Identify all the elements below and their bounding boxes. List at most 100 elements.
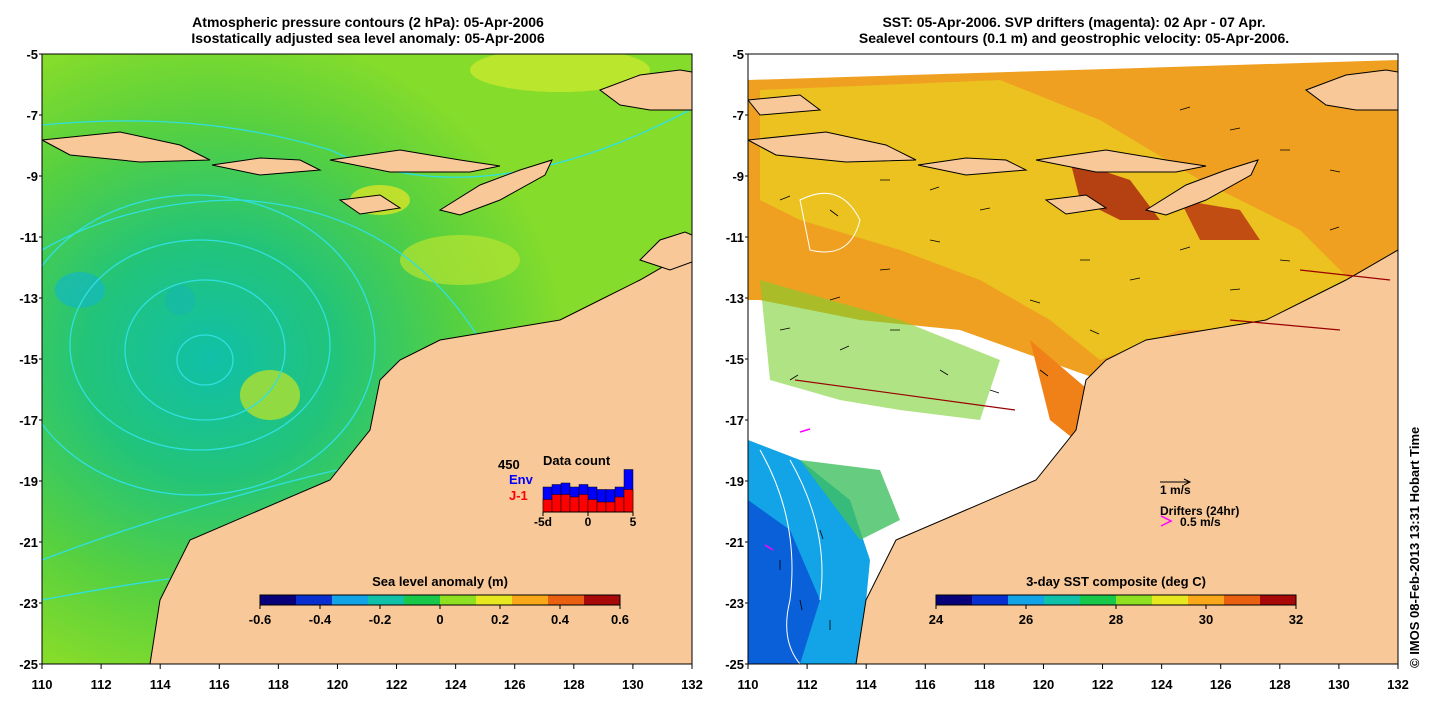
right-colorbar-tick-label: 24 [929, 612, 944, 627]
legend-j1-label: J-1 [509, 488, 528, 503]
left-lat-tick-label: -19 [19, 474, 38, 489]
right-colorbar-tick-label: 26 [1019, 612, 1033, 627]
left-lon-tick-label: 112 [91, 677, 112, 692]
right-colorbar-tick-label: 28 [1109, 612, 1123, 627]
right-lat-tick-label: -11 [726, 230, 744, 245]
velocity-scale-arrow [1160, 478, 1192, 486]
right-colorbar-swatch [1116, 595, 1153, 605]
left-title-line2: Isostatically adjusted sea level anomaly… [191, 30, 545, 46]
data-count-j1-bar [614, 496, 625, 513]
right-lon-tick-label: 116 [915, 677, 936, 692]
right-lon-tick-label: 124 [1151, 677, 1173, 692]
left-colorbar-swatch [404, 595, 441, 605]
right-lat-tick-label: -15 [725, 352, 744, 367]
data-count-chart: -5d 0 5 [534, 469, 637, 529]
credit-text: © IMOS 08-Feb-2013 13:31 Hobart Time [1407, 426, 1422, 668]
right-lon-tick-label: 118 [974, 677, 995, 692]
left-colorbar-tick-label: -0.6 [249, 612, 271, 627]
data-count-tick-label: 0 [585, 515, 592, 529]
left-colorbar-swatch [548, 595, 585, 605]
left-lon-tick-label: 114 [150, 677, 172, 692]
right-colorbar: 24 26 28 30 32 [929, 594, 1303, 627]
right-lon-tick-label: 120 [1033, 677, 1055, 692]
right-lat-tick-label: -7 [732, 108, 744, 123]
left-lat-tick-label: -9 [26, 169, 38, 184]
velocity-scale-label: 1 m/s [1160, 483, 1191, 497]
right-colorbar-tick-label: 30 [1199, 612, 1213, 627]
right-colorbar-swatch [1188, 595, 1225, 605]
data-count-j1-bar [569, 496, 580, 513]
left-lat-tick-label: -7 [26, 108, 38, 123]
data-count-j1-bar [587, 499, 598, 513]
left-colorbar-swatch [584, 595, 621, 605]
left-lon-tick-label: 122 [386, 677, 408, 692]
left-lon-tick-label: 120 [327, 677, 349, 692]
data-count-title: Data count [543, 453, 611, 468]
left-colorbar: -0.6 -0.4 -0.2 0 0.2 0.4 0.6 [249, 594, 629, 627]
left-colorbar-tick-label: -0.4 [309, 612, 332, 627]
right-lat-tick-label: -5 [732, 47, 744, 62]
right-colorbar-swatch [1080, 595, 1117, 605]
data-count-j1-bar [623, 489, 634, 513]
left-colorbar-swatch [512, 595, 549, 605]
right-colorbar-swatch [1152, 595, 1189, 605]
drifter-speed-label: 0.5 m/s [1180, 515, 1221, 529]
right-lat-tick-label: -13 [725, 291, 744, 306]
data-count-max: 450 [498, 457, 520, 472]
right-lon-tick-label: 114 [856, 677, 878, 692]
right-colorbar-swatch [1224, 595, 1261, 605]
left-title-line1: Atmospheric pressure contours (2 hPa): 0… [192, 14, 544, 30]
right-colorbar-swatch [1008, 595, 1045, 605]
left-colorbar-swatch [440, 595, 477, 605]
right-lon-tick-label: 128 [1269, 677, 1291, 692]
legend-env-label: Env [509, 472, 533, 487]
left-colorbar-tick-label: 0.2 [491, 612, 509, 627]
right-lon-tick-label: 130 [1328, 677, 1350, 692]
left-colorbar-swatch [296, 595, 333, 605]
left-lat-tick-label: -13 [19, 291, 38, 306]
data-count-j1-bar [551, 494, 562, 513]
left-lon-tick-label: 126 [504, 677, 526, 692]
left-colorbar-swatch [332, 595, 369, 605]
right-lat-tick-label: -19 [725, 474, 744, 489]
right-colorbar-tick-label: 32 [1289, 612, 1303, 627]
left-lat-tick-label: -23 [19, 596, 38, 611]
data-count-j1-bar [542, 499, 553, 513]
right-colorbar-label: 3-day SST composite (deg C) [1026, 574, 1206, 589]
left-lon-tick-label: 128 [563, 677, 585, 692]
data-count-j1-bar [596, 501, 607, 513]
right-lon-tick-label: 126 [1210, 677, 1232, 692]
left-lon-tick-label: 118 [268, 677, 289, 692]
left-lat-tick-label: -25 [19, 657, 38, 672]
drifter-marker-icon [1160, 515, 1173, 527]
data-count-tick-label: -5d [534, 515, 552, 529]
left-lat-tick-label: -15 [19, 352, 38, 367]
axis-ticks: 110 112 114 116 118 120 122 124 126 128 130 132 -5 -7… [19, 47, 1409, 692]
right-colorbar-swatch [936, 595, 973, 605]
left-lat-tick-label: -11 [20, 230, 38, 245]
right-colorbar-swatch [1260, 595, 1297, 605]
right-lat-tick-label: -9 [732, 169, 744, 184]
data-count-j1-bar [578, 494, 589, 513]
left-colorbar-tick-label: 0 [436, 612, 443, 627]
left-colorbar-swatch [260, 595, 297, 605]
left-lon-tick-label: 116 [209, 677, 230, 692]
data-count-j1-bar [605, 501, 616, 513]
right-lat-tick-label: -25 [725, 657, 744, 672]
left-lat-tick-label: -5 [26, 47, 38, 62]
left-lon-tick-label: 124 [445, 677, 467, 692]
left-lat-tick-label: -17 [19, 413, 38, 428]
left-map-title: Atmospheric pressure contours (2 hPa): 0… [42, 14, 694, 46]
right-colorbar-swatch [972, 595, 1009, 605]
right-lon-tick-label: 122 [1092, 677, 1114, 692]
left-colorbar-swatch [368, 595, 405, 605]
right-title-line1: SST: 05-Apr-2006. SVP drifters (magenta)… [882, 14, 1266, 30]
left-colorbar-tick-label: -0.2 [369, 612, 391, 627]
right-lon-tick-label: 132 [1387, 677, 1409, 692]
right-lon-tick-label: 110 [738, 677, 759, 692]
left-colorbar-label: Sea level anomaly (m) [372, 574, 508, 589]
right-colorbar-swatch [1044, 595, 1081, 605]
left-colorbar-tick-label: 0.6 [611, 612, 629, 627]
right-map-title: SST: 05-Apr-2006. SVP drifters (magenta)… [748, 14, 1400, 46]
